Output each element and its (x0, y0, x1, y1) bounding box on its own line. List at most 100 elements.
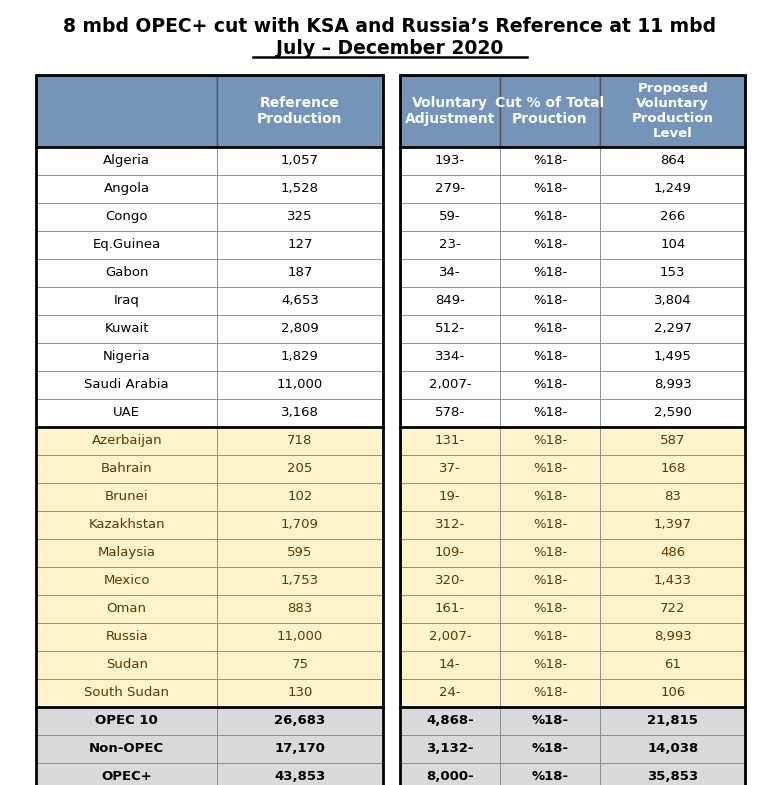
Text: Malaysia: Malaysia (97, 546, 156, 559)
Text: 722: 722 (660, 602, 686, 615)
Bar (500, 763, 600, 785)
Bar (37, 315, 217, 343)
Text: 127: 127 (287, 239, 312, 251)
Text: 75: 75 (291, 658, 308, 671)
Bar (600, 343, 746, 371)
Text: 2,809: 2,809 (281, 323, 319, 335)
Bar (500, 343, 600, 371)
Text: 1,829: 1,829 (281, 350, 319, 363)
Bar (217, 623, 382, 651)
Bar (400, 511, 500, 539)
Bar (400, 595, 500, 623)
Text: OPEC+: OPEC+ (101, 770, 152, 783)
Bar (500, 427, 600, 455)
Bar (37, 483, 217, 511)
Text: Eq.Guinea: Eq.Guinea (93, 239, 160, 251)
Text: 849-: 849- (435, 294, 465, 308)
Bar (217, 567, 382, 595)
Text: 11,000: 11,000 (277, 378, 323, 392)
Bar (217, 203, 382, 231)
Bar (400, 763, 500, 785)
Bar (600, 623, 746, 651)
Bar (400, 231, 500, 259)
Bar (217, 483, 382, 511)
Text: %18-: %18- (533, 630, 567, 643)
Text: 3,168: 3,168 (281, 407, 319, 419)
Bar (500, 315, 600, 343)
Text: %18-: %18- (533, 658, 567, 671)
Bar (217, 75, 382, 147)
Text: Oman: Oman (107, 602, 146, 615)
Bar (217, 763, 382, 785)
Bar (37, 735, 217, 763)
Text: 61: 61 (664, 658, 681, 671)
Bar (600, 511, 746, 539)
Bar (37, 427, 217, 455)
Text: 2,297: 2,297 (654, 323, 692, 335)
Text: %18-: %18- (533, 294, 567, 308)
Bar (600, 763, 746, 785)
Text: %18-: %18- (533, 350, 567, 363)
Bar (400, 567, 500, 595)
Bar (500, 679, 600, 706)
Bar (400, 455, 500, 483)
Bar (600, 567, 746, 595)
Bar (37, 623, 217, 651)
Text: 1,753: 1,753 (281, 575, 319, 587)
Bar (37, 75, 217, 147)
Bar (217, 735, 382, 763)
Bar (500, 147, 600, 175)
Text: Algeria: Algeria (103, 155, 150, 167)
Text: Congo: Congo (105, 210, 148, 224)
Bar (500, 623, 600, 651)
Text: 3,804: 3,804 (654, 294, 692, 308)
Text: %18-: %18- (533, 155, 567, 167)
Text: 24-: 24- (439, 686, 460, 699)
Bar (500, 371, 600, 399)
Text: %18-: %18- (533, 462, 567, 475)
Text: Sudan: Sudan (106, 658, 148, 671)
Bar (500, 455, 600, 483)
Text: OPEC 10: OPEC 10 (95, 714, 158, 727)
Bar (600, 315, 746, 343)
Bar (400, 427, 500, 455)
Text: 1,495: 1,495 (654, 350, 692, 363)
Bar (600, 427, 746, 455)
Bar (600, 203, 746, 231)
Text: %18-: %18- (533, 546, 567, 559)
Bar (37, 763, 217, 785)
Bar (37, 567, 217, 595)
Text: %18-: %18- (533, 239, 567, 251)
Bar (217, 315, 382, 343)
Bar (217, 651, 382, 679)
Text: 312-: 312- (435, 518, 465, 531)
Text: 2,007-: 2,007- (428, 630, 471, 643)
Bar (217, 343, 382, 371)
Text: 8,000-: 8,000- (426, 770, 474, 783)
Bar (600, 539, 746, 567)
Bar (500, 567, 600, 595)
Bar (400, 75, 500, 147)
Text: Azerbaijan: Azerbaijan (91, 434, 162, 447)
Text: %18-: %18- (533, 323, 567, 335)
Bar (400, 651, 500, 679)
Text: 334-: 334- (435, 350, 465, 363)
Bar (217, 511, 382, 539)
Text: Russia: Russia (105, 630, 148, 643)
Text: 19-: 19- (439, 491, 460, 503)
Bar (217, 455, 382, 483)
Text: %18-: %18- (533, 602, 567, 615)
Bar (37, 539, 217, 567)
Text: 266: 266 (660, 210, 686, 224)
Text: Saudi Arabia: Saudi Arabia (84, 378, 169, 392)
Bar (500, 259, 600, 287)
Text: 512-: 512- (435, 323, 465, 335)
Bar (400, 706, 500, 735)
Text: 14-: 14- (439, 658, 460, 671)
Text: 35,853: 35,853 (647, 770, 698, 783)
Text: 153: 153 (660, 266, 686, 279)
Text: Kazakhstan: Kazakhstan (88, 518, 165, 531)
Bar (37, 679, 217, 706)
Text: 83: 83 (664, 491, 681, 503)
Text: 161-: 161- (435, 602, 465, 615)
